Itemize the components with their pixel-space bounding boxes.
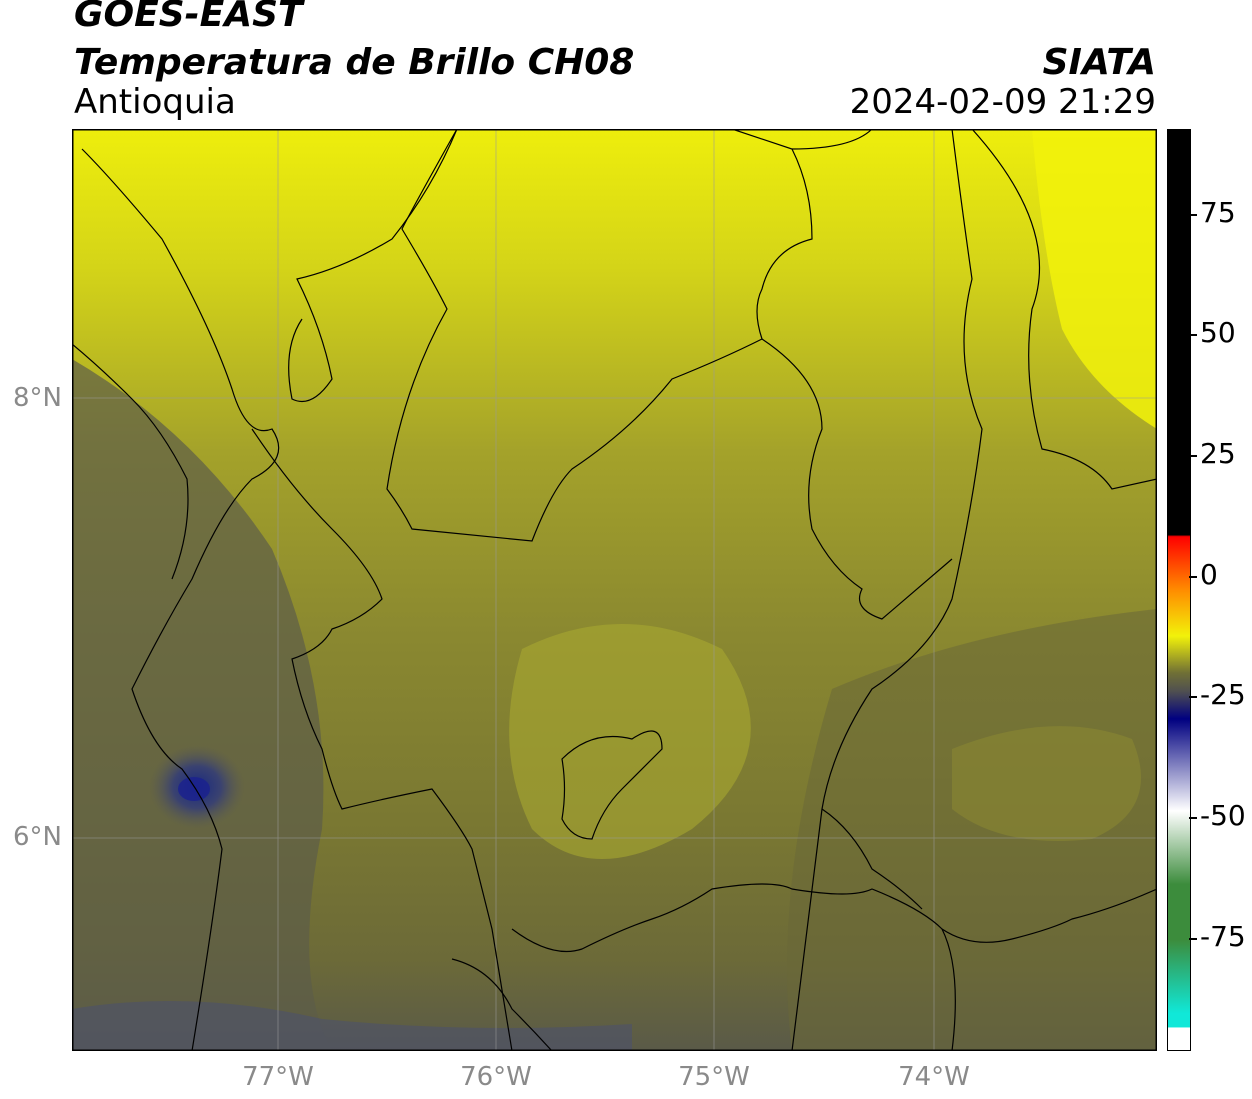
lon-label-77w: 77°W: [242, 1062, 314, 1092]
border-east-outer: [971, 129, 1157, 490]
colorbar: [1167, 129, 1191, 1051]
border-south: [511, 883, 1157, 953]
temperature-map: [72, 129, 1157, 1051]
colorbar-tick: [1189, 214, 1197, 216]
coastline-caribbean: [72, 343, 189, 580]
colorbar-label: -50: [1200, 799, 1246, 832]
graticule: [72, 129, 1157, 1051]
lat-label-8n: 8°N: [13, 383, 62, 413]
colorbar-label: 75: [1200, 196, 1236, 229]
coastline-uraba: [81, 148, 280, 1051]
cold-band-south: [72, 1001, 632, 1051]
cool-region-west: [72, 359, 332, 1051]
lat-label-6n: 6°N: [13, 822, 62, 852]
colorbar-label: -75: [1200, 920, 1246, 953]
lon-label-75w: 75°W: [678, 1062, 750, 1092]
border-northeast: [761, 129, 953, 620]
cold-cloud-core: [178, 777, 210, 801]
colorbar-tick: [1189, 817, 1197, 819]
colorbar-tick: [1189, 576, 1197, 578]
region-label: Antioquia: [74, 82, 236, 122]
border-east: [791, 129, 983, 1051]
border-north: [386, 129, 813, 542]
lon-label-74w: 74°W: [898, 1062, 970, 1092]
warm-region-northeast: [1032, 129, 1157, 429]
colorbar-label: 50: [1200, 316, 1236, 349]
map-frame: [72, 129, 1157, 1051]
border-southeast: [821, 808, 956, 1051]
border-southwest: [451, 958, 553, 1051]
warm-region-center: [509, 624, 751, 859]
colorbar-tick: [1189, 334, 1197, 336]
product-title: Temperatura de Brillo CH08: [74, 42, 635, 83]
colorbar-tick: [1189, 455, 1197, 457]
datetime-label: 2024-02-09 21:29: [849, 82, 1156, 122]
colorbar-tick: [1189, 938, 1197, 940]
lon-label-76w: 76°W: [460, 1062, 532, 1092]
colorbar-label: 0: [1200, 558, 1218, 591]
boundaries: [72, 129, 1157, 1051]
colorbar-label: 25: [1200, 437, 1236, 470]
colorbar-label: -25: [1200, 678, 1246, 711]
border-west: [251, 428, 513, 1051]
cool-region-southeast: [787, 609, 1157, 1051]
agency-label: SIATA: [1042, 42, 1156, 83]
satellite-title: GOES-EAST: [74, 0, 303, 35]
border-medellin: [561, 730, 663, 840]
colorbar-tick: [1189, 696, 1197, 698]
